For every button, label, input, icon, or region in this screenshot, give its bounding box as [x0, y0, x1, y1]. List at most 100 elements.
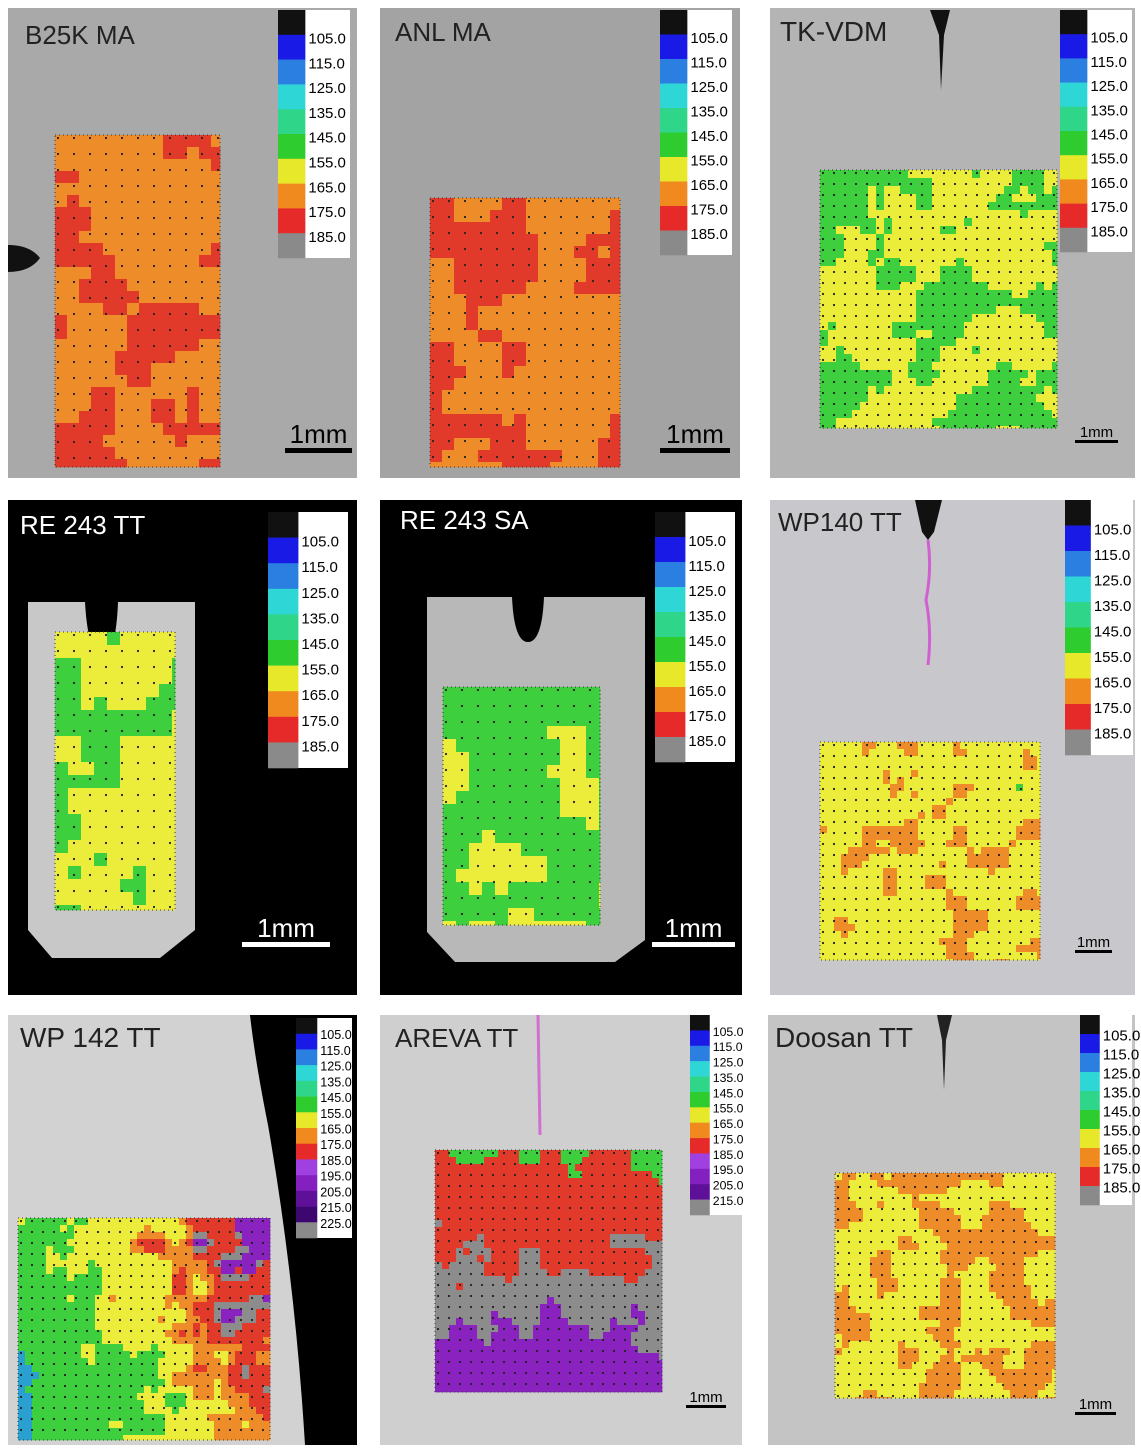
- indent: [844, 238, 846, 240]
- map-cell: [890, 812, 897, 819]
- indent: [899, 931, 901, 933]
- indent: [899, 403, 901, 405]
- map-cell: [946, 826, 953, 833]
- indent: [105, 746, 107, 748]
- map-cell: [904, 875, 911, 882]
- indent: [185, 153, 187, 155]
- indent: [105, 265, 107, 267]
- map-cell: [526, 438, 538, 450]
- indent: [932, 821, 934, 823]
- map-cell: [884, 314, 892, 322]
- indent: [576, 376, 578, 378]
- map-cell: [550, 330, 562, 342]
- map-cell: [940, 346, 948, 354]
- map-cell: [187, 219, 199, 231]
- indent: [833, 931, 835, 933]
- indent: [73, 874, 75, 876]
- map-cell: [133, 801, 146, 814]
- map-cell: [598, 198, 610, 210]
- map-cell: [55, 684, 68, 697]
- indent: [201, 345, 203, 347]
- indent: [153, 778, 155, 780]
- map-cell: [939, 861, 946, 868]
- indent: [592, 312, 594, 314]
- map-cell: [562, 210, 574, 222]
- indent: [943, 854, 945, 856]
- map-cell: [946, 784, 953, 791]
- indent: [855, 370, 857, 372]
- map-cell: [925, 882, 932, 889]
- map-cell: [932, 861, 939, 868]
- indent: [73, 842, 75, 844]
- indent: [57, 233, 59, 235]
- map-cell: [163, 339, 175, 351]
- indent: [448, 248, 450, 250]
- map-cell: [1016, 819, 1023, 826]
- map-cell: [883, 889, 890, 896]
- map-cell: [610, 306, 620, 318]
- map-cell: [1004, 218, 1012, 226]
- map-cell: [820, 861, 827, 868]
- indent: [976, 205, 978, 207]
- indent: [976, 887, 978, 889]
- map-cell: [953, 903, 960, 910]
- map-cell: [916, 402, 924, 410]
- map-cell: [956, 394, 964, 402]
- map-cell: [187, 243, 199, 255]
- map-cell: [1004, 306, 1012, 314]
- map-cell: [892, 226, 900, 234]
- map-cell: [946, 763, 953, 770]
- map-cell: [860, 362, 868, 370]
- map-cell: [81, 749, 94, 762]
- map-cell: [876, 250, 884, 258]
- map-cell: [163, 243, 175, 255]
- indent: [560, 200, 562, 202]
- indent: [888, 304, 890, 306]
- map-cell: [908, 370, 916, 378]
- indent: [105, 281, 107, 283]
- indent: [1009, 744, 1011, 746]
- indent: [201, 249, 203, 251]
- indent: [608, 408, 610, 410]
- map-cell: [897, 945, 904, 952]
- indent: [899, 337, 901, 339]
- map-cell: [1002, 889, 1009, 896]
- map-cell: [598, 342, 610, 354]
- map-cell: [146, 671, 159, 684]
- map-cell: [956, 250, 964, 258]
- map-cell: [834, 945, 841, 952]
- indent: [822, 931, 824, 933]
- indent: [544, 360, 546, 362]
- map-cell: [1016, 756, 1023, 763]
- map-cell: [876, 938, 883, 945]
- map-cell: [946, 777, 953, 784]
- indent: [833, 326, 835, 328]
- indent: [899, 843, 901, 845]
- map-cell: [828, 274, 836, 282]
- map-cell: [869, 791, 876, 798]
- map-cell: [495, 778, 508, 791]
- map-cell: [996, 338, 1004, 346]
- indent: [57, 185, 59, 187]
- map-cell: [862, 854, 869, 861]
- indent: [57, 345, 59, 347]
- map-cell: [827, 924, 834, 931]
- map-cell: [836, 186, 844, 194]
- map-cell: [820, 186, 828, 194]
- indent: [932, 359, 934, 361]
- map-cell: [904, 798, 911, 805]
- indent: [608, 456, 610, 458]
- indent: [899, 777, 901, 779]
- indent: [201, 425, 203, 427]
- map-cell: [900, 386, 908, 394]
- map-cell: [974, 945, 981, 952]
- map-cell: [199, 447, 211, 459]
- map-cell: [974, 868, 981, 875]
- indent: [1009, 810, 1011, 812]
- map-cell: [932, 889, 939, 896]
- map-cell: [995, 938, 1002, 945]
- map-cell: [67, 363, 79, 375]
- map-cell: [841, 784, 848, 791]
- map-cell: [981, 903, 988, 910]
- map-cell: [924, 282, 932, 290]
